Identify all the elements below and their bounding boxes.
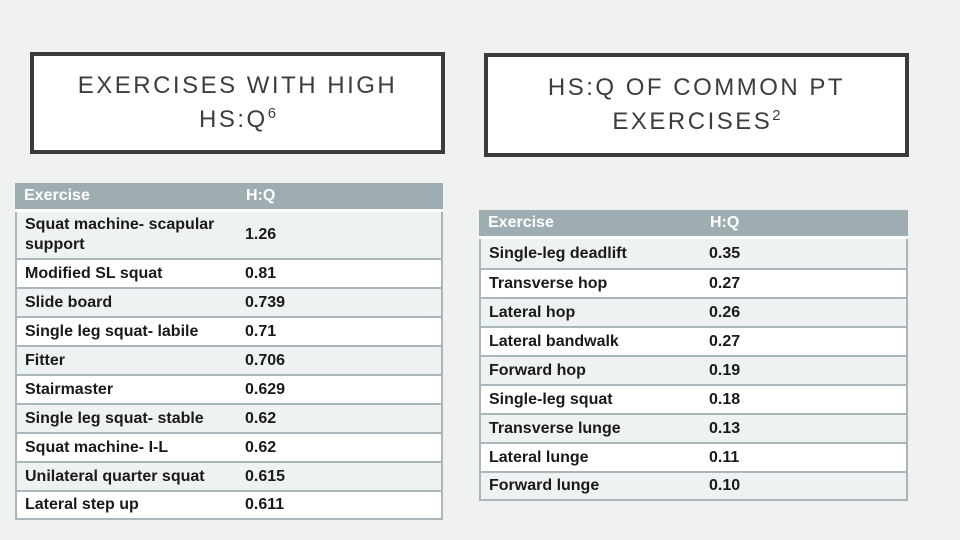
exercise-cell: Slide board	[15, 287, 237, 316]
table-row: Single leg squat- labile 0.71	[15, 316, 443, 345]
table-header-row: Exercise H:Q	[15, 183, 443, 212]
left-title: EXERCISES WITH HIGH HS:Q6	[78, 69, 398, 137]
exercise-cell: Transverse hop	[479, 268, 701, 297]
hq-value-cell: 0.706	[237, 345, 443, 374]
exercise-cell: Lateral lunge	[479, 442, 701, 471]
exercise-cell: Squat machine- scapular support	[15, 212, 237, 258]
left-title-line1: EXERCISES WITH HIGH	[77, 71, 398, 99]
table-row: Forward hop 0.19	[479, 355, 908, 384]
right-title-line1: HS:Q OF COMMON PT	[547, 73, 846, 101]
left-title-box: EXERCISES WITH HIGH HS:Q6	[30, 52, 445, 154]
exercise-cell: Lateral bandwalk	[479, 326, 701, 355]
table-row: Squat machine- I-L 0.62	[15, 432, 443, 461]
hq-value-cell: 0.35	[701, 239, 908, 268]
column-header-hq: H:Q	[701, 210, 908, 239]
exercise-cell: Modified SL squat	[15, 258, 237, 287]
exercise-cell: Squat machine- I-L	[15, 432, 237, 461]
right-title-superscript: 2	[772, 108, 781, 124]
table-row: Lateral step up 0.611	[15, 490, 443, 520]
column-header-exercise: Exercise	[15, 183, 237, 212]
table-row: Slide board 0.739	[15, 287, 443, 316]
hq-value-cell: 0.62	[237, 403, 443, 432]
exercise-cell: Forward lunge	[479, 471, 701, 501]
table-row: Stairmaster 0.629	[15, 374, 443, 403]
exercise-cell: Fitter	[15, 345, 237, 374]
exercise-cell: Forward hop	[479, 355, 701, 384]
table-row: Lateral bandwalk 0.27	[479, 326, 908, 355]
table-row: Single-leg deadlift 0.35	[479, 239, 908, 268]
hq-value-cell: 0.19	[701, 355, 908, 384]
hq-value-cell: 0.11	[701, 442, 908, 471]
hq-value-cell: 0.629	[237, 374, 443, 403]
table-row: Single leg squat- stable 0.62	[15, 403, 443, 432]
left-title-superscript: 6	[267, 106, 276, 122]
table-row: Unilateral quarter squat 0.615	[15, 461, 443, 490]
hq-value-cell: 1.26	[237, 212, 443, 258]
table-row: Transverse hop 0.27	[479, 268, 908, 297]
right-title-box: HS:Q OF COMMON PT EXERCISES2	[484, 53, 909, 157]
right-title-line2: EXERCISES	[612, 108, 773, 135]
hq-value-cell: 0.71	[237, 316, 443, 345]
exercise-cell: Lateral hop	[479, 297, 701, 326]
hq-value-cell: 0.18	[701, 384, 908, 413]
common-pt-exercise-table: Exercise H:Q Single-leg deadlift 0.35 Tr…	[479, 210, 908, 501]
table-row: Lateral hop 0.26	[479, 297, 908, 326]
hq-value-cell: 0.26	[701, 297, 908, 326]
table-row: Squat machine- scapular support 1.26	[15, 212, 443, 258]
exercise-cell: Stairmaster	[15, 374, 237, 403]
exercise-cell: Single-leg deadlift	[479, 239, 701, 268]
exercise-cell: Single-leg squat	[479, 384, 701, 413]
hq-value-cell: 0.611	[237, 490, 443, 520]
exercise-cell: Unilateral quarter squat	[15, 461, 237, 490]
column-header-exercise: Exercise	[479, 210, 701, 239]
exercise-cell: Lateral step up	[15, 490, 237, 520]
exercise-cell: Transverse lunge	[479, 413, 701, 442]
column-header-hq: H:Q	[237, 183, 443, 212]
right-title: HS:Q OF COMMON PT EXERCISES2	[548, 71, 845, 139]
hq-value-cell: 0.739	[237, 287, 443, 316]
exercise-cell: Single leg squat- labile	[15, 316, 237, 345]
table-header-row: Exercise H:Q	[479, 210, 908, 239]
table-row: Modified SL squat 0.81	[15, 258, 443, 287]
table-row: Transverse lunge 0.13	[479, 413, 908, 442]
table-row: Single-leg squat 0.18	[479, 384, 908, 413]
exercise-cell: Single leg squat- stable	[15, 403, 237, 432]
hq-value-cell: 0.27	[701, 326, 908, 355]
table-row: Forward lunge 0.10	[479, 471, 908, 501]
left-title-line2: HS:Q	[199, 106, 268, 133]
hq-value-cell: 0.615	[237, 461, 443, 490]
high-hsq-exercise-table: Exercise H:Q Squat machine- scapular sup…	[15, 183, 443, 520]
hq-value-cell: 0.27	[701, 268, 908, 297]
table-row: Fitter 0.706	[15, 345, 443, 374]
hq-value-cell: 0.13	[701, 413, 908, 442]
hq-value-cell: 0.10	[701, 471, 908, 501]
hq-value-cell: 0.62	[237, 432, 443, 461]
hq-value-cell: 0.81	[237, 258, 443, 287]
table-row: Lateral lunge 0.11	[479, 442, 908, 471]
